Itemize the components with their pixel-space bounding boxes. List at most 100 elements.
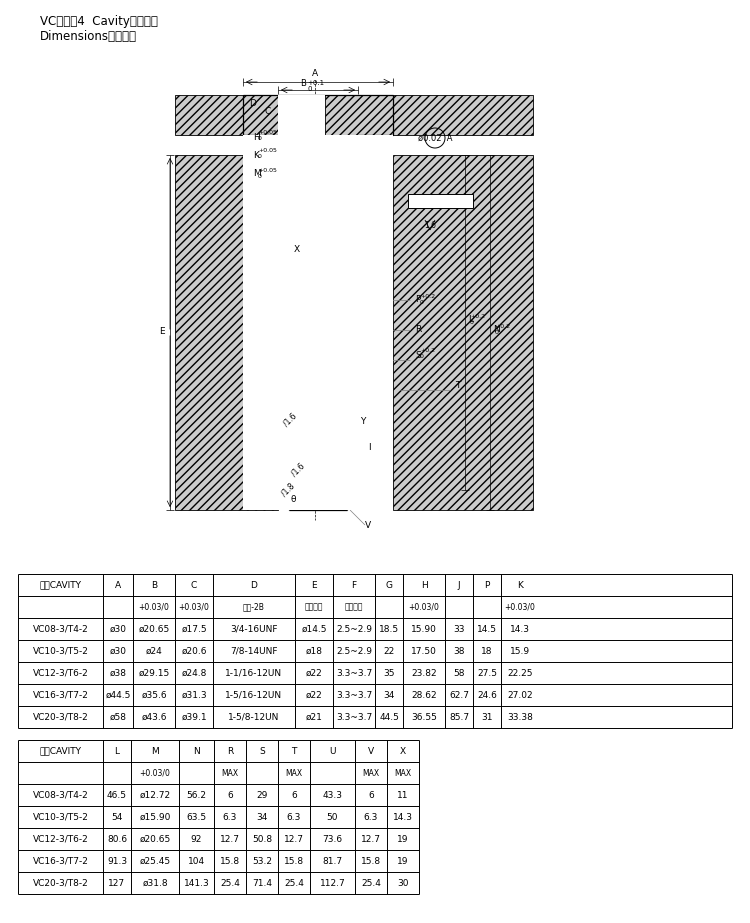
Text: 15.9: 15.9 (510, 646, 530, 655)
Text: J: J (458, 581, 460, 590)
Text: ø12.72: ø12.72 (140, 790, 170, 799)
Text: 15.90: 15.90 (411, 625, 437, 633)
Text: ø14.5: ø14.5 (302, 625, 327, 633)
Text: E: E (311, 581, 316, 590)
Text: +0.05: +0.05 (258, 149, 277, 153)
Text: 25.4: 25.4 (361, 879, 381, 888)
Text: /1.6: /1.6 (282, 412, 298, 428)
Text: 35: 35 (383, 668, 394, 677)
Text: 23.82: 23.82 (411, 668, 436, 677)
Text: N: N (493, 326, 500, 334)
Text: 127: 127 (109, 879, 125, 888)
Text: 14.3: 14.3 (510, 625, 530, 633)
Text: 71.4: 71.4 (252, 879, 272, 888)
Text: 112.7: 112.7 (320, 879, 345, 888)
Text: 12.7: 12.7 (284, 834, 304, 844)
Text: 29: 29 (256, 790, 268, 799)
Text: K: K (253, 150, 259, 160)
Text: 14.3: 14.3 (393, 812, 413, 821)
Text: Y: Y (360, 417, 365, 426)
Text: ø24.8: ø24.8 (182, 668, 207, 677)
Text: 螺纹长度: 螺纹长度 (304, 603, 323, 612)
Text: ø38: ø38 (110, 668, 127, 677)
Text: 33.38: 33.38 (507, 713, 533, 722)
Text: 1-5/8-12UN: 1-5/8-12UN (228, 713, 280, 722)
Text: H: H (253, 133, 260, 141)
Text: VC12-3/T6-2: VC12-3/T6-2 (33, 668, 88, 677)
Text: ø39.1: ø39.1 (182, 713, 207, 722)
Text: B: B (300, 78, 306, 88)
Text: VC16-3/T7-2: VC16-3/T7-2 (32, 857, 88, 866)
Text: 插孔CAVITY: 插孔CAVITY (40, 581, 82, 590)
Text: VC＊＊－4  Cavity（插孔）: VC＊＊－4 Cavity（插孔） (40, 16, 158, 29)
Text: K: K (517, 581, 523, 590)
Text: X: X (294, 246, 300, 255)
Text: P: P (415, 295, 420, 305)
Text: ø43.6: ø43.6 (141, 713, 166, 722)
Text: N: N (194, 747, 200, 756)
Text: θ: θ (290, 496, 296, 505)
Text: F: F (352, 581, 356, 590)
Text: +0.1: +0.1 (307, 80, 324, 86)
Text: ø0.02  A: ø0.02 A (418, 134, 452, 142)
Text: 104: 104 (188, 857, 205, 866)
Bar (393, 95, 533, 135)
Text: 46.5: 46.5 (107, 790, 127, 799)
Text: +0.03/0: +0.03/0 (409, 603, 440, 612)
Text: 6: 6 (368, 790, 374, 799)
Text: 58: 58 (453, 668, 465, 677)
Text: 81.7: 81.7 (322, 857, 343, 866)
Text: 1.6: 1.6 (424, 221, 436, 230)
Text: 3.3~3.7: 3.3~3.7 (336, 713, 372, 722)
Text: +0.03/0: +0.03/0 (505, 603, 536, 612)
Text: 53.2: 53.2 (252, 857, 272, 866)
Text: S: S (415, 351, 421, 359)
Text: ø30: ø30 (110, 625, 127, 633)
Text: 27.5: 27.5 (477, 668, 497, 677)
Text: +0.2: +0.2 (420, 294, 435, 298)
Text: 15.8: 15.8 (284, 857, 304, 866)
Bar (243, 135, 393, 510)
Text: 螺纹-2B: 螺纹-2B (243, 603, 265, 612)
Text: 12.7: 12.7 (220, 834, 240, 844)
Text: B: B (151, 581, 157, 590)
Text: 3.3~3.7: 3.3~3.7 (336, 690, 372, 700)
Bar (175, 95, 278, 135)
Text: C: C (265, 107, 272, 116)
Text: M: M (253, 170, 261, 178)
Text: 73.6: 73.6 (322, 834, 343, 844)
Text: L: L (115, 747, 119, 756)
Text: +0.03/0: +0.03/0 (178, 603, 209, 612)
Text: 18.5: 18.5 (379, 625, 399, 633)
Text: 92: 92 (190, 834, 202, 844)
Text: D: D (251, 581, 257, 590)
Text: L: L (468, 316, 473, 325)
Text: 28.62: 28.62 (411, 690, 436, 700)
Text: ø31.3: ø31.3 (182, 690, 207, 700)
Text: 6.3: 6.3 (286, 812, 302, 821)
Text: 25.4: 25.4 (284, 879, 304, 888)
Text: ø44.5: ø44.5 (105, 690, 130, 700)
Text: 33: 33 (453, 625, 465, 633)
Bar (408, 194, 473, 208)
Text: +0.03/0: +0.03/0 (140, 769, 170, 777)
Text: ø58: ø58 (110, 713, 127, 722)
Text: VC12-3/T6-2: VC12-3/T6-2 (33, 834, 88, 844)
Text: A: A (312, 69, 318, 78)
Text: ø29.15: ø29.15 (138, 668, 170, 677)
Text: P: P (484, 581, 490, 590)
Text: 50: 50 (327, 812, 338, 821)
Text: 6: 6 (291, 790, 297, 799)
Text: 0: 0 (420, 299, 424, 305)
Text: 80.6: 80.6 (107, 834, 127, 844)
Text: 31: 31 (482, 713, 493, 722)
Text: ø30: ø30 (110, 646, 127, 655)
Text: 34: 34 (256, 812, 268, 821)
Text: 43.3: 43.3 (322, 790, 343, 799)
Text: 30: 30 (398, 879, 409, 888)
Text: 0: 0 (258, 154, 262, 160)
Text: 7/8-14UNF: 7/8-14UNF (230, 646, 278, 655)
Text: C: C (190, 581, 197, 590)
Text: 34: 34 (383, 690, 394, 700)
Text: VC20-3/T8-2: VC20-3/T8-2 (33, 879, 88, 888)
